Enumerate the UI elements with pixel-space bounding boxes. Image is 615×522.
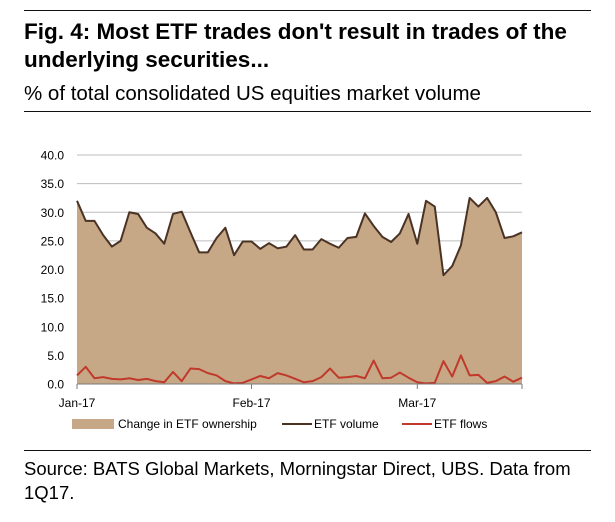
x-tick-label: Mar-17 [398, 396, 436, 410]
line-etf-flows [76, 354, 523, 385]
area-layer [77, 197, 522, 384]
y-tick-label: 25.0 [41, 234, 65, 248]
legend-label: Change in ETF ownership [118, 417, 257, 431]
legend-label: ETF volume [314, 417, 379, 431]
y-axis-ticks: 40.0 35.0 30.0 25.0 20.0 15.0 10.0 5.0 0.0 [41, 149, 65, 392]
subtitle-rule [24, 111, 591, 112]
y-tick-label: 30.0 [41, 206, 65, 220]
x-tick-label: Feb-17 [232, 396, 270, 410]
y-tick-label: 40.0 [41, 149, 65, 163]
legend: Change in ETF ownership ETF volume ETF flo… [72, 417, 487, 431]
line-layer [76, 196, 523, 385]
y-tick-label: 0.0 [47, 378, 64, 392]
source-note: Source: BATS Global Markets, Morningstar… [24, 458, 571, 503]
area-change-in-etf-ownership [77, 197, 522, 384]
legend-swatch-area [72, 419, 114, 429]
chart-subtitle: % of total consolidated US equities mark… [24, 82, 481, 105]
chart-title: Fig. 4: Most ETF trades don't result in … [24, 19, 567, 72]
top-rule [24, 10, 591, 11]
x-tick-label: Jan-17 [59, 396, 96, 410]
legend-label: ETF flows [434, 417, 487, 431]
y-tick-label: 35.0 [41, 177, 65, 191]
y-tick-label: 15.0 [41, 292, 65, 306]
x-axis: Jan-17 Feb-17 Mar-17 [59, 383, 523, 410]
chart: 40.0 35.0 30.0 25.0 20.0 15.0 10.0 5.0 0.0 Jan-1… [41, 149, 523, 431]
footer-rule [24, 450, 591, 451]
y-tick-label: 20.0 [41, 263, 65, 277]
line-etf-volume [76, 196, 523, 277]
y-tick-label: 5.0 [47, 349, 64, 363]
y-tick-label: 10.0 [41, 320, 65, 334]
